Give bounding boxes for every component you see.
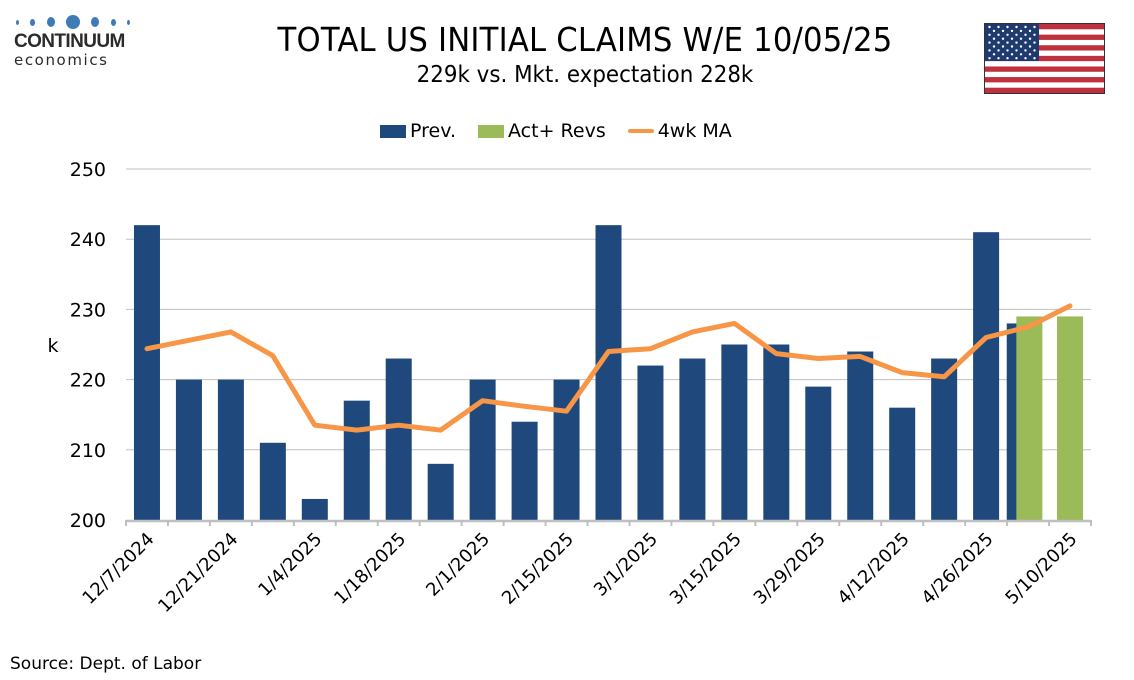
bar-prev xyxy=(889,407,916,520)
x-tick-label: 12/21/2024 xyxy=(154,529,242,617)
legend-swatch-act xyxy=(478,124,505,138)
x-tick-label: 2/15/2025 xyxy=(498,529,578,609)
x-tick-label: 4/26/2025 xyxy=(918,529,998,609)
bar-act xyxy=(1016,316,1043,520)
chart-subtitle: 229k vs. Mkt. expectation 228k xyxy=(416,62,754,88)
y-axis-label: k xyxy=(47,335,58,357)
bar-prev xyxy=(133,225,160,520)
chart-legend: Prev. Act+ Revs 4wk MA xyxy=(380,120,754,142)
bar-prev xyxy=(973,232,1000,520)
x-tick-label: 3/1/2025 xyxy=(590,529,662,601)
logo-dots-icon xyxy=(14,14,132,30)
bar-prev xyxy=(385,358,412,520)
legend-swatch-ma xyxy=(627,129,654,133)
bar-prev xyxy=(847,351,874,520)
bar-prev xyxy=(217,379,244,520)
bar-prev xyxy=(931,358,958,520)
bar-prev xyxy=(763,344,790,520)
legend-item-ma: 4wk MA xyxy=(627,120,732,142)
x-tick-label: 1/4/2025 xyxy=(254,529,326,601)
bar-prev xyxy=(301,498,328,520)
x-tick-label: 2/1/2025 xyxy=(422,529,494,601)
y-tick-label: 230 xyxy=(70,299,106,321)
x-tick-label: 4/12/2025 xyxy=(834,529,914,609)
source-note: Source: Dept. of Labor xyxy=(10,654,202,674)
x-tick-label: 5/10/2025 xyxy=(1001,529,1081,609)
legend-label-prev: Prev. xyxy=(410,120,457,142)
y-tick-label: 250 xyxy=(70,159,106,181)
x-tick-label: 12/7/2024 xyxy=(78,529,158,609)
y-tick-label: 220 xyxy=(70,370,106,392)
bar-prev xyxy=(259,442,286,520)
x-axis xyxy=(125,519,1092,526)
x-tick-label: 3/15/2025 xyxy=(666,529,746,609)
legend-label-act: Act+ Revs xyxy=(508,120,606,142)
bar-act xyxy=(1057,316,1084,520)
continuum-logo: CONTINUUM economics xyxy=(14,14,132,68)
x-tick-label: 3/29/2025 xyxy=(750,529,830,609)
bar-prev xyxy=(679,358,706,520)
y-tick-label: 210 xyxy=(70,440,106,462)
legend-swatch-prev xyxy=(380,124,406,138)
bar-prev xyxy=(721,344,748,520)
y-tick-label: 200 xyxy=(70,510,106,532)
legend-item-prev: Prev. xyxy=(380,120,456,142)
bar-prev xyxy=(175,379,202,520)
bars xyxy=(133,225,1084,520)
y-tick-label: 240 xyxy=(70,229,106,251)
bar-prev xyxy=(427,463,454,520)
x-tick-label: 1/18/2025 xyxy=(330,529,410,609)
ma-line xyxy=(144,303,1073,433)
logo-subtitle: economics xyxy=(14,51,109,69)
legend-label-ma: 4wk MA xyxy=(657,120,732,142)
bar-prev xyxy=(805,386,832,520)
y-axis-ticks: 200 210 220 230 240 250 xyxy=(70,159,106,532)
ma-line-path xyxy=(144,303,1073,433)
us-flag-icon xyxy=(984,23,1105,94)
bar-prev xyxy=(637,365,664,520)
bar-prev xyxy=(511,421,538,520)
logo-name: CONTINUUM xyxy=(14,31,125,52)
bar-prev xyxy=(595,225,622,520)
bar-prev xyxy=(343,400,370,520)
chart-title: TOTAL US INITIAL CLAIMS W/E 10/05/25 xyxy=(277,20,893,59)
legend-item-act: Act+ Revs xyxy=(478,120,606,142)
